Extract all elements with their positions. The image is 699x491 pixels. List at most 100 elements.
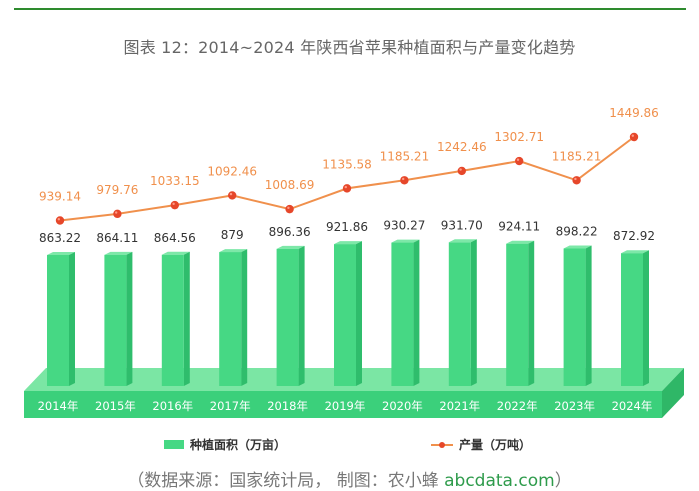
x-tick-label: 2015年: [95, 399, 136, 413]
top-divider: [14, 8, 686, 10]
bar: [334, 244, 356, 386]
bar-value-label: 863.22: [39, 231, 81, 245]
x-tick-label: 2016年: [152, 399, 193, 413]
bar: [104, 254, 127, 386]
output-point: [170, 200, 179, 210]
output-value-label: 1008.69: [265, 178, 315, 192]
bar-value-label: 872.92: [613, 229, 655, 243]
legend-item-area: 种植面积（万亩）: [164, 436, 286, 453]
chart-title: 图表 12：2014~2024 年陕西省苹果种植面积与产量变化趋势: [123, 38, 576, 57]
legend-item-output: 产量（万吨）: [431, 436, 531, 453]
output-point: [113, 209, 122, 219]
x-tick-label: 2023年: [554, 399, 595, 413]
x-tick-label: 2020年: [382, 399, 423, 413]
output-value-label: 939.14: [39, 190, 81, 204]
bar-top: [391, 239, 420, 243]
point-highlight: [57, 218, 60, 221]
bar-side: [470, 239, 477, 386]
bar: [276, 248, 299, 386]
point-highlight: [172, 202, 175, 206]
output-value-label: 1033.15: [150, 174, 200, 188]
x-tick-label: 2014年: [38, 399, 79, 413]
legend-line-swatch: [431, 440, 453, 449]
output-line: [59, 136, 635, 222]
output-point: [572, 176, 581, 185]
x-tick-label: 2021年: [439, 399, 480, 413]
bar: [219, 252, 242, 386]
bar-side: [241, 249, 248, 386]
bar-value-label: 924.11: [498, 220, 540, 234]
legend-bar-swatch: [164, 440, 184, 449]
output-value-label: 1092.46: [207, 164, 257, 178]
output-value-label: 979.76: [96, 183, 138, 197]
bar-top: [621, 250, 649, 254]
x-tick-label: 2018年: [267, 399, 308, 413]
x-tick-label: 2017年: [210, 399, 251, 413]
output-value-label: 1135.58: [322, 157, 372, 171]
source-suffix: ）: [554, 471, 572, 491]
point-highlight: [115, 211, 118, 214]
point-highlight: [287, 206, 290, 210]
output-point: [285, 204, 294, 214]
output-point: [228, 191, 237, 200]
bar-value-label: 896.36: [269, 225, 311, 239]
bar-top: [161, 251, 190, 255]
bar-side: [126, 251, 133, 386]
bar-side: [69, 252, 75, 386]
bar-top: [506, 240, 535, 244]
legend-area-label: 种植面积（万亩）: [190, 438, 287, 452]
bar-value-label: 864.56: [154, 231, 196, 245]
bar-side: [183, 251, 190, 386]
bar-value-label: 931.70: [441, 218, 483, 232]
bar-side: [298, 245, 305, 386]
bar: [563, 248, 586, 386]
bar-value-label: 864.11: [96, 231, 138, 245]
output-point: [55, 216, 65, 225]
point-highlight: [402, 177, 405, 181]
bar: [47, 255, 69, 386]
bar-value-label: 921.86: [326, 220, 368, 234]
output-value-label: 1185.21: [552, 149, 602, 163]
source-prefix: （数据来源：国家统计局， 制图：农小蜂: [127, 471, 445, 491]
point-highlight: [574, 177, 577, 181]
bar-value-label: 898.22: [556, 225, 598, 239]
bar-value-label: 930.27: [383, 219, 425, 233]
bar-side: [356, 241, 362, 386]
bar-top: [448, 239, 477, 243]
x-tick-label: 2019年: [325, 399, 366, 413]
point-highlight: [516, 158, 520, 161]
bar-value-label: 879: [221, 228, 244, 242]
output-value-label: 1449.86: [609, 106, 659, 120]
output-point: [629, 132, 639, 142]
bar: [506, 243, 529, 386]
bar: [448, 242, 471, 386]
bar-side: [585, 245, 592, 386]
bar: [621, 253, 643, 386]
chart-canvas: 863.22 864.11 864.56 879 896.36 921.86 930.27 9…: [24, 106, 684, 418]
bar-top: [47, 252, 75, 255]
bar: [391, 242, 414, 386]
output-value-label: 1302.71: [494, 130, 544, 144]
point-highlight: [229, 192, 233, 196]
bar-side: [643, 250, 649, 386]
output-point: [515, 156, 524, 166]
x-tick-label: 2022年: [497, 399, 538, 413]
bar: [161, 254, 184, 386]
output-value-label: 1242.46: [437, 140, 487, 154]
bar-top: [104, 251, 133, 255]
bar-side: [528, 240, 535, 386]
point-highlight: [631, 134, 634, 137]
output-point: [400, 176, 409, 185]
point-highlight: [459, 168, 462, 171]
output-point: [457, 166, 466, 176]
bar-top: [563, 245, 592, 249]
source-link[interactable]: abcdata.com: [444, 471, 555, 491]
bar-top: [219, 249, 248, 253]
data-source-note: （数据来源：国家统计局， 制图：农小蜂 abcdata.com）: [0, 466, 699, 491]
bar-top: [276, 245, 305, 249]
output-point: [342, 184, 352, 193]
platform-front: [24, 391, 662, 418]
point-highlight: [344, 185, 347, 189]
output-value-label: 1185.21: [380, 149, 430, 163]
x-tick-label: 2024年: [612, 399, 653, 413]
